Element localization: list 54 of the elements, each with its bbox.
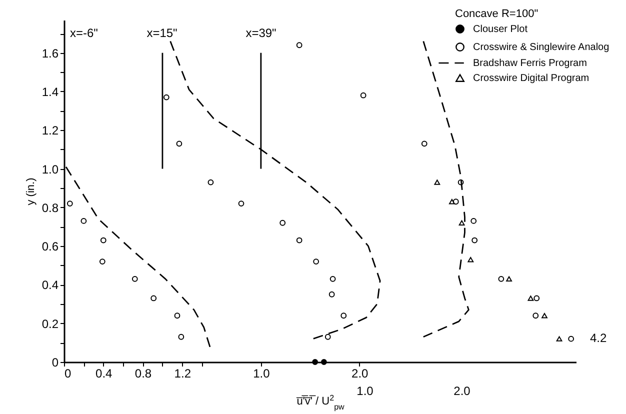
point — [80, 218, 87, 224]
x-tick-label: 0 — [64, 366, 72, 380]
point — [150, 295, 157, 302]
x-tick-label: 1.2 — [174, 366, 192, 380]
point — [568, 336, 574, 342]
point — [468, 256, 474, 262]
legend-label: Bradshaw Ferris Program — [473, 58, 587, 69]
point — [296, 42, 302, 48]
x2-tick-label: 2.0 — [352, 366, 369, 380]
point — [542, 313, 548, 318]
point — [174, 312, 180, 319]
point — [66, 200, 73, 207]
y-tick-label: 1.0 — [42, 162, 59, 176]
point — [472, 237, 478, 244]
y-tick-label: 0.6 — [42, 240, 59, 254]
x-tick-label: 0.8 — [134, 366, 152, 380]
point — [498, 276, 504, 282]
point — [506, 276, 512, 282]
legend-label: Clouser Plot — [473, 24, 528, 35]
text: 4.2 — [590, 331, 608, 345]
text: 2.0 — [454, 384, 471, 398]
text: 1.0 — [356, 384, 374, 398]
point — [556, 336, 562, 342]
point — [360, 92, 366, 98]
point — [532, 312, 539, 319]
point — [448, 199, 455, 204]
point — [452, 198, 459, 205]
point — [470, 218, 477, 224]
legend-label: Crosswire & Singlewire Analog — [473, 42, 610, 53]
point — [99, 258, 106, 264]
x-tick-label: 0.4 — [96, 366, 113, 380]
y-tick-label: 0.2 — [42, 316, 59, 331]
point — [528, 296, 534, 301]
y-tick-label: 1.4 — [42, 84, 59, 99]
point — [178, 334, 184, 340]
point — [100, 237, 106, 244]
point — [534, 295, 540, 302]
point — [434, 180, 440, 185]
x2-tick-label: 1.0 — [253, 366, 270, 380]
annotation: x=15" — [146, 26, 178, 40]
annotation: x=-6" — [70, 26, 98, 40]
y-tick-label: 0.4 — [42, 278, 59, 292]
point — [132, 276, 138, 282]
y-tick-label: 0.8 — [42, 200, 59, 215]
legend-label: Crosswire Digital Program — [473, 73, 590, 84]
point — [458, 220, 465, 226]
y-axis-title: y (in.) — [24, 178, 37, 206]
point — [458, 179, 464, 186]
y-tick-label: 1.2 — [42, 124, 59, 138]
legend-title: Concave R=100" — [455, 8, 538, 20]
y-tick-label: 1.6 — [42, 46, 59, 60]
y-tick-label: 0 — [52, 356, 59, 370]
annotation: x=39" — [246, 26, 276, 40]
point — [421, 140, 428, 147]
